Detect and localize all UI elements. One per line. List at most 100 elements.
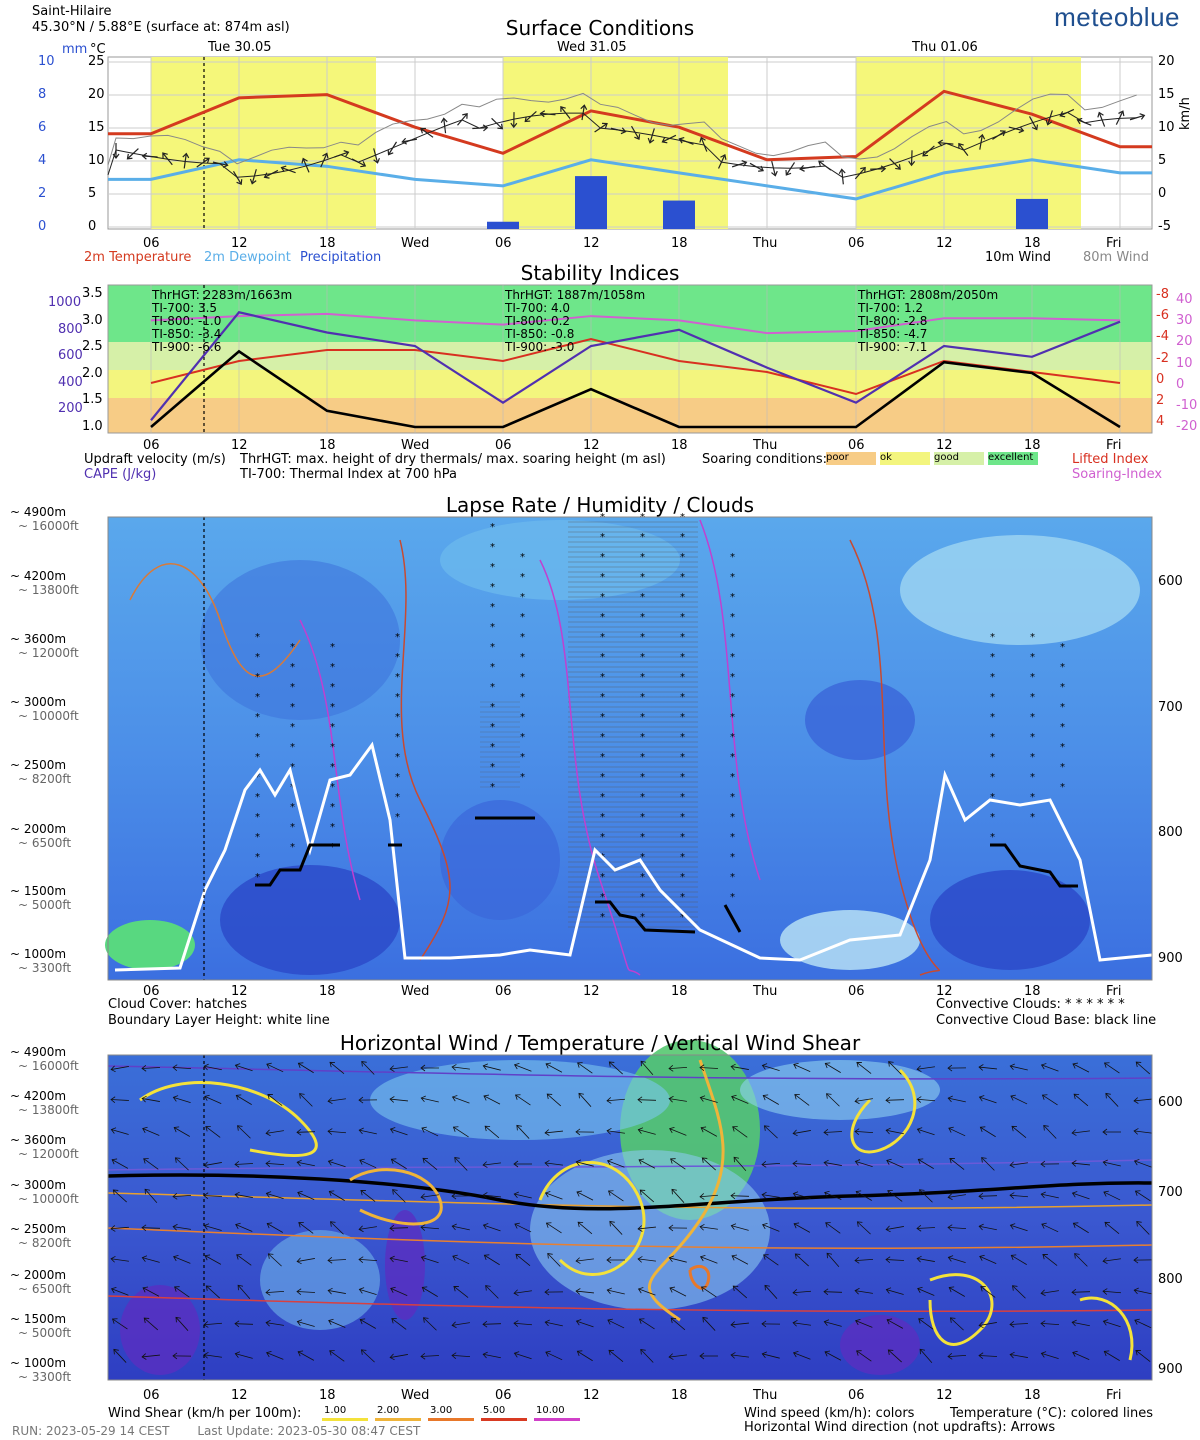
arrow-shaft (547, 1253, 561, 1267)
wind-direction-arrow-icon (732, 1285, 748, 1299)
pressure-tick-label: 600 (1158, 574, 1183, 589)
wind-arrow-head (1076, 117, 1083, 125)
arrow-head (731, 1254, 738, 1261)
updraft-tick-label: 1.0 (82, 418, 103, 434)
wind-arrow-head (524, 116, 531, 123)
arrow-shaft (607, 1319, 625, 1329)
wind-direction-arrow-icon (1071, 1129, 1090, 1136)
convective-cloud-star: * (395, 752, 400, 763)
arrow-shaft (142, 1257, 160, 1263)
convective-cloud-star: * (1060, 722, 1065, 733)
wind-direction-arrow-icon (452, 1254, 470, 1265)
wind-direction-arrow-icon (1072, 1062, 1090, 1073)
arrow-shaft (483, 1162, 501, 1166)
time-tick-label: 12 (936, 1388, 953, 1403)
lifted-index-tick-label: -8 (1156, 287, 1169, 302)
arrow-shaft (1072, 1063, 1090, 1073)
arrow-head (513, 1320, 519, 1327)
arrow-head (110, 1096, 116, 1104)
kmh-unit: km/h (1178, 97, 1193, 130)
legend-10m-wind: 10m Wind (985, 250, 1052, 265)
wind-arrow-shaft (680, 138, 694, 145)
time-tick-label: 12 (231, 1388, 248, 1403)
wind-direction-arrow-icon (793, 1062, 811, 1073)
mm-unit: mm (62, 42, 88, 57)
wind-arrow-icon (539, 110, 556, 118)
wind-direction-arrow-icon (606, 1127, 625, 1135)
arrow-head (296, 1257, 302, 1265)
soaring-index-tick-label: -20 (1176, 419, 1198, 435)
arrow-head (203, 1063, 209, 1071)
arrow-head (453, 1286, 459, 1292)
convective-cloud-star: * (730, 612, 735, 623)
arrow-shaft (172, 1194, 192, 1198)
arrow-head (452, 1254, 458, 1261)
arrow-shaft (1042, 1254, 1058, 1266)
arrow-head (266, 1350, 272, 1358)
wind-direction-arrow-icon (947, 1095, 966, 1103)
arrow-head (515, 1253, 522, 1260)
arrow-shaft (452, 1225, 470, 1231)
wind-direction-arrow-icon (1010, 1094, 1028, 1105)
meteoblue-logo[interactable]: meteoblue (1054, 2, 1180, 32)
arrow-head (948, 1126, 954, 1133)
wind-direction-arrow-icon (389, 1065, 408, 1072)
time-tick-label: 06 (848, 984, 865, 999)
wind-direction-arrow-icon (916, 1096, 936, 1103)
arrow-shaft (328, 1098, 346, 1102)
arrow-shaft (949, 1287, 965, 1297)
altitude-m-label: ~ 3000m (10, 1178, 67, 1192)
arrow-head (916, 1224, 922, 1232)
time-tick-label: 18 (1024, 236, 1041, 251)
arrow-head (1071, 1129, 1077, 1136)
arrow-shaft (1041, 1193, 1059, 1199)
convective-cloud-star: * (990, 632, 995, 643)
wind-direction-arrow-icon (978, 1095, 997, 1104)
arrow-head (885, 1256, 891, 1264)
wind-arrow-head (937, 139, 944, 147)
convective-cloud-star: * (990, 792, 995, 803)
wind-arrow-icon (771, 160, 778, 177)
arrow-head (606, 1159, 613, 1166)
arrow-head (792, 1289, 798, 1296)
wind-direction-arrow-icon (668, 1255, 687, 1263)
convective-cloud-star: * (600, 832, 605, 843)
arrow-head (266, 1062, 272, 1069)
arrow-shaft (950, 1317, 964, 1331)
wind-direction-arrow-icon (143, 1158, 159, 1170)
arrow-head (513, 1160, 519, 1168)
wind-direction-arrow-icon (730, 1352, 749, 1359)
arrow-shaft (885, 1259, 905, 1261)
arrow-shaft (792, 1163, 812, 1165)
wind-direction-arrow-icon (638, 1318, 655, 1330)
time-tick-label: 06 (848, 236, 865, 251)
wind-arrow-icon (717, 153, 727, 169)
arrow-head (1009, 1320, 1015, 1328)
arrow-shaft (1010, 1065, 1028, 1071)
wind-arrow-shaft (923, 145, 935, 156)
wind-direction-arrow-icon (513, 1289, 532, 1297)
arrow-head (420, 1255, 427, 1262)
wind-direction-arrow-icon (792, 1351, 811, 1360)
arrow-shaft (607, 1130, 625, 1134)
altitude-ft-label: ~ 3300ft (18, 961, 72, 975)
wind-direction-arrow-icon (1133, 1287, 1152, 1295)
arrow-head (578, 1092, 584, 1099)
wind-direction-arrow-icon (1102, 1159, 1121, 1167)
arrow-head (979, 1126, 986, 1133)
wind-direction-arrow-icon (761, 1191, 780, 1199)
arrow-shaft (606, 1098, 626, 1102)
wind-direction-arrow-icon (265, 1289, 285, 1296)
convective-cloud-star: * (640, 572, 645, 583)
arrow-shaft (855, 1098, 873, 1102)
wind-direction-arrow-icon (204, 1094, 222, 1105)
thermal-index-thr: ThrHGT: 1887m/1058m (505, 288, 646, 302)
convective-cloud-star: * (640, 612, 645, 623)
wind-direction-arrow-icon (794, 1253, 809, 1267)
precipitation-bar (663, 200, 695, 229)
convective-cloud-star: * (680, 712, 685, 723)
wind-arrow-shaft (1047, 110, 1053, 124)
wind-direction-arrow-icon (1103, 1350, 1120, 1361)
wind-direction-arrow-icon (949, 1317, 964, 1331)
wind-direction-arrow-icon (792, 1129, 811, 1137)
